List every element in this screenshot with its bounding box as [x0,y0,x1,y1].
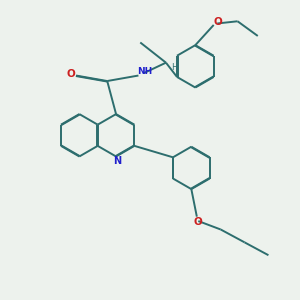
Text: O: O [66,69,75,79]
Text: O: O [214,17,223,27]
Text: N: N [113,156,122,166]
Text: H: H [171,63,177,72]
Text: O: O [194,217,203,227]
Text: NH: NH [137,68,152,76]
